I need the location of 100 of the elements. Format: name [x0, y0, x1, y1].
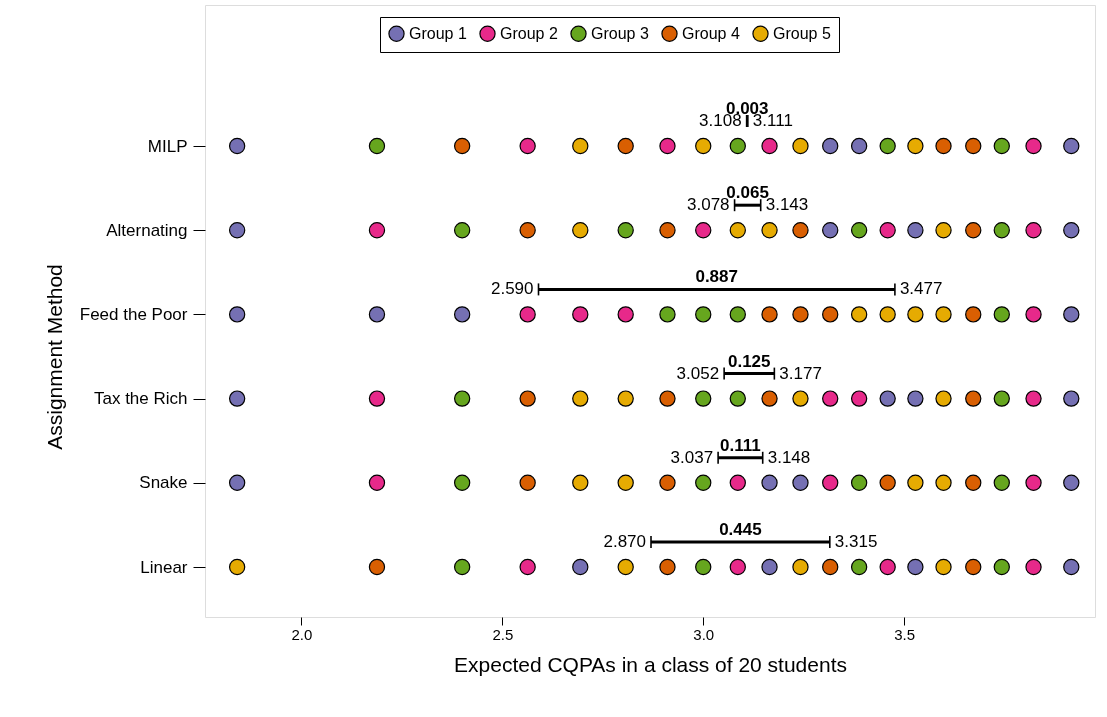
- point: [935, 306, 952, 323]
- point: [695, 137, 712, 155]
- point: [228, 306, 246, 323]
- point: [822, 306, 839, 323]
- point: [1025, 137, 1042, 155]
- x-tick-label: 3.0: [693, 625, 715, 643]
- x-tick-label: 2.5: [492, 625, 514, 643]
- point: [1025, 222, 1042, 239]
- point: [617, 137, 634, 155]
- point: [228, 474, 246, 491]
- point: [695, 222, 712, 239]
- point: [993, 558, 1010, 576]
- point: [729, 137, 746, 155]
- point: [729, 306, 746, 323]
- y-tick-label: Tax the Rich: [93, 389, 188, 409]
- point: [1063, 306, 1080, 323]
- point: [993, 390, 1010, 407]
- point: [695, 306, 712, 323]
- point: [907, 137, 924, 155]
- point: [453, 558, 471, 576]
- point: [907, 558, 924, 576]
- point: [965, 137, 982, 155]
- point: [1063, 222, 1080, 239]
- point: [822, 390, 839, 407]
- point: [729, 558, 746, 576]
- legend-label: Group 4: [682, 24, 740, 42]
- point: [368, 474, 386, 491]
- point: [659, 474, 676, 491]
- annotation: 3.037: [670, 447, 714, 467]
- point: [993, 137, 1010, 155]
- legend-label: Group 5: [773, 24, 831, 42]
- annotation: 3.177: [779, 363, 822, 383]
- point: [695, 558, 712, 576]
- point: [907, 390, 924, 407]
- point: [729, 222, 746, 239]
- legend-label: Group 2: [500, 24, 558, 42]
- legend-label: Group 1: [409, 24, 467, 42]
- point: [761, 390, 778, 407]
- point: [879, 474, 896, 491]
- bar: [734, 203, 761, 207]
- point: [822, 474, 839, 491]
- point: [1063, 137, 1080, 155]
- point: [228, 390, 246, 407]
- point: [228, 137, 246, 155]
- point: [572, 137, 589, 155]
- point: [1063, 390, 1080, 407]
- point: [965, 222, 982, 239]
- annotation: 3.052: [676, 363, 720, 383]
- point: [659, 558, 676, 576]
- y-tick-label: Feed the Poor: [79, 304, 188, 324]
- point: [993, 306, 1010, 323]
- point: [935, 474, 952, 491]
- point: [453, 137, 471, 155]
- point: [228, 222, 246, 239]
- point: [965, 306, 982, 323]
- y-tick-label: Alternating: [106, 220, 188, 240]
- point: [761, 137, 778, 155]
- point: [792, 390, 809, 407]
- bar: [724, 372, 775, 376]
- point: [453, 390, 471, 407]
- point: [792, 474, 809, 491]
- point: [519, 390, 536, 407]
- point: [761, 222, 778, 239]
- point: [659, 222, 676, 239]
- point: [453, 222, 471, 239]
- point: [850, 390, 868, 407]
- point: [572, 390, 589, 407]
- point: [792, 558, 809, 576]
- point: [792, 222, 809, 239]
- x-tick-label: 3.5: [894, 625, 916, 643]
- point: [935, 222, 952, 239]
- point: [519, 306, 536, 323]
- point: [368, 558, 386, 576]
- point: [822, 137, 839, 155]
- point: [1063, 474, 1080, 491]
- point: [659, 137, 676, 155]
- point: [935, 137, 952, 155]
- point: [850, 137, 868, 155]
- point: [879, 390, 896, 407]
- annotation: 3.148: [767, 447, 811, 467]
- point: [879, 137, 896, 155]
- point: [729, 390, 746, 407]
- annotation: 3.315: [834, 532, 878, 551]
- point: [368, 390, 386, 407]
- bar: [651, 540, 830, 544]
- point: [453, 474, 471, 491]
- point: [850, 222, 868, 239]
- y-tick-label: Snake: [139, 473, 188, 493]
- y-tick-label: Linear: [140, 557, 188, 577]
- point: [907, 474, 924, 491]
- point: [1025, 306, 1042, 323]
- point: [695, 390, 712, 407]
- point: [965, 558, 982, 576]
- point: [519, 474, 536, 491]
- annotation: 3.477: [899, 279, 943, 299]
- point: [935, 558, 952, 576]
- point: [368, 137, 386, 155]
- point: [907, 306, 924, 323]
- point: [572, 474, 589, 491]
- point: [572, 306, 589, 323]
